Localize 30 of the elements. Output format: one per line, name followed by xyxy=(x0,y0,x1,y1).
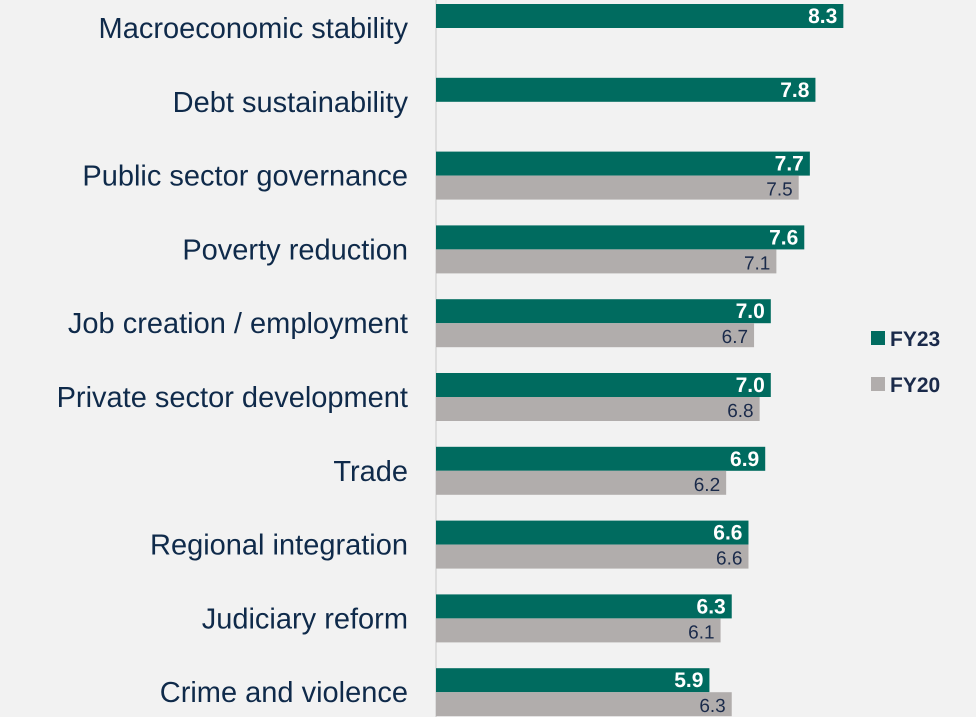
data-label: 6.6 xyxy=(716,548,742,570)
legend-label: FY23 xyxy=(890,328,940,351)
y-tick-label: Trade xyxy=(333,456,408,488)
y-tick-label: Judiciary reform xyxy=(202,603,408,636)
data-label: 6.3 xyxy=(696,595,726,618)
data-label: 6.8 xyxy=(727,401,754,422)
data-label: 7.8 xyxy=(780,78,810,102)
data-label: 7.0 xyxy=(736,374,765,397)
data-label: 6.3 xyxy=(699,696,726,717)
data-label: 7.7 xyxy=(774,152,804,176)
data-label: 7.0 xyxy=(736,300,765,324)
data-label: 6.7 xyxy=(722,327,748,348)
y-tick-label: Crime and violence xyxy=(160,677,408,710)
legend-label: FY20 xyxy=(890,374,940,397)
y-tick-label: Debt sustainability xyxy=(172,86,408,119)
y-tick-label: Private sector development xyxy=(56,382,408,414)
data-label: 7.6 xyxy=(769,226,798,250)
data-label: 8.3 xyxy=(808,5,838,28)
y-tick-label: Macroeconomic stability xyxy=(98,13,408,45)
data-label: 7.1 xyxy=(744,253,770,274)
y-tick-label: Poverty reduction xyxy=(182,234,408,266)
data-label: 6.2 xyxy=(694,474,720,496)
data-label: 6.9 xyxy=(730,448,760,471)
data-label: 6.6 xyxy=(713,522,742,545)
y-tick-label: Regional integration xyxy=(150,530,408,562)
data-label: 5.9 xyxy=(674,669,704,692)
y-tick-label: Job creation / employment xyxy=(68,308,408,340)
data-label: 6.1 xyxy=(688,622,715,644)
y-tick-label: Public sector governance xyxy=(82,160,408,193)
data-label: 7.5 xyxy=(766,180,793,201)
